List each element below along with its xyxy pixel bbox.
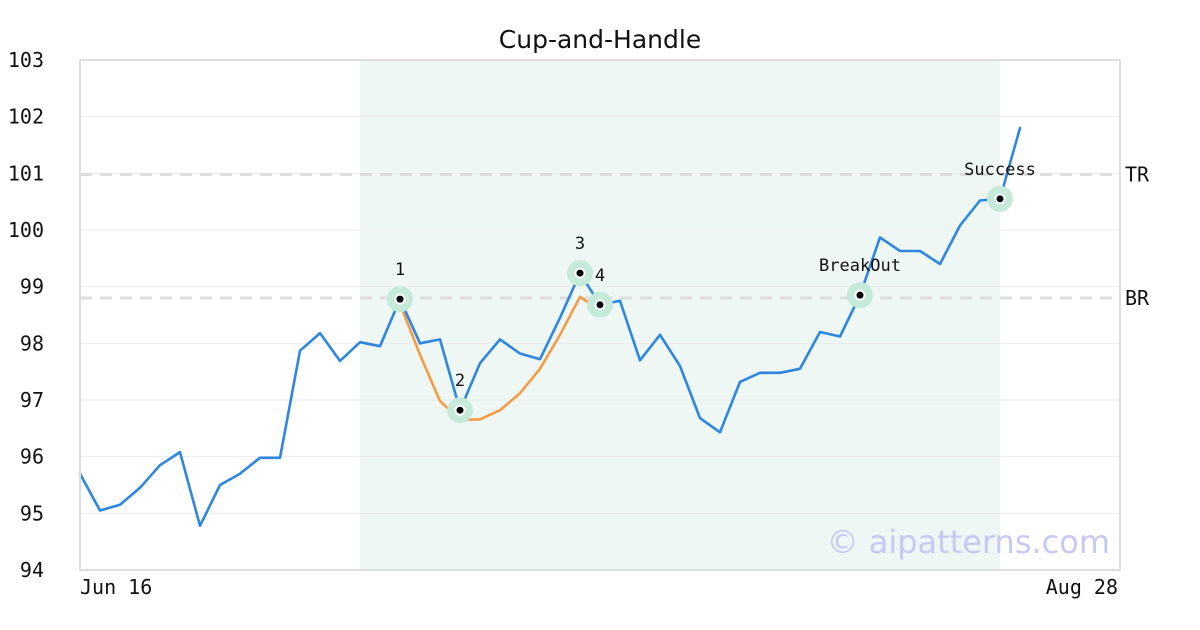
marker-label: BreakOut (819, 256, 901, 276)
y-tick-label: 94 (20, 558, 44, 582)
marker-label: 1 (395, 260, 405, 280)
marker-label: 4 (595, 266, 605, 286)
y-tick-label: 102 (8, 105, 44, 129)
y-tick-label: 97 (20, 388, 44, 412)
marker-dot (996, 195, 1004, 203)
x-tick-labels-group: Jun 16 Aug 28 (80, 575, 1118, 599)
y-tick-label: 98 (20, 331, 44, 355)
marker-label: 2 (455, 371, 465, 391)
reference-label-tr: TR (1125, 162, 1150, 186)
shaded-region-group (360, 60, 1000, 570)
chart-title: Cup-and-Handle (499, 25, 701, 54)
shaded-region (360, 60, 1000, 570)
y-tick-label: 101 (8, 161, 44, 185)
y-tick-label: 99 (20, 275, 44, 299)
plot-frame (79, 59, 1121, 571)
x-tick-label-end: Aug 28 (1046, 575, 1118, 599)
y-tick-label: 95 (20, 501, 44, 525)
y-tick-label: 103 (8, 48, 44, 72)
reference-label-br: BR (1125, 286, 1150, 310)
marker-dot (596, 301, 604, 309)
marker-dot (576, 269, 584, 277)
x-tick-label-start: Jun 16 (80, 575, 152, 599)
marker-dot (856, 291, 864, 299)
marker-dot (456, 406, 464, 414)
marker-dot (396, 295, 404, 303)
marker-label: Success (964, 160, 1036, 180)
y-tick-labels-group: 94 95 96 97 98 99 100 101 102 103 (8, 48, 44, 582)
y-tick-label: 96 (20, 445, 44, 469)
marker-label: 3 (575, 234, 585, 254)
markers-group: 1 2 34 BreakOut Success (387, 160, 1036, 424)
y-tick-label: 100 (8, 218, 44, 242)
watermark: © aipatterns.com (827, 523, 1110, 561)
cup-curve-line (398, 295, 602, 422)
